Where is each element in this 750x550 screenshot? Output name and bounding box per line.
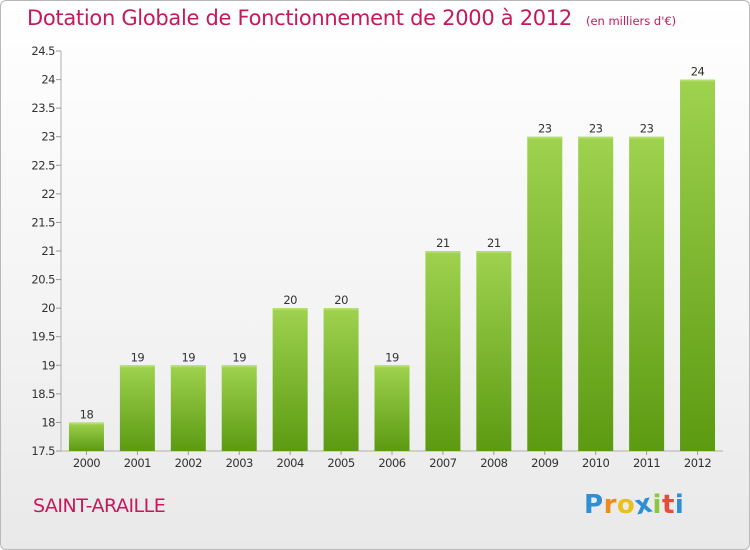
- x-tick-label: 2010: [582, 456, 609, 470]
- bar-top-edge: [680, 79, 716, 82]
- y-tick-label: 18: [41, 415, 55, 429]
- bar-top-edge: [629, 136, 665, 139]
- bar: [119, 365, 155, 451]
- y-tick-label: 18.5: [31, 387, 55, 401]
- bar: [68, 422, 104, 451]
- x-tick-label: 2005: [327, 456, 354, 470]
- bar: [272, 308, 308, 451]
- bar: [629, 136, 665, 451]
- bar-top-edge: [272, 308, 308, 311]
- logo-letter: o: [616, 490, 636, 520]
- x-tick-label: 2002: [175, 456, 202, 470]
- y-tick-label: 21.5: [31, 215, 55, 229]
- bar-top-edge: [119, 365, 155, 368]
- y-tick-label: 19.5: [31, 330, 55, 344]
- bar-top-edge: [374, 365, 410, 368]
- bar: [221, 365, 257, 451]
- x-tick-label: 2008: [480, 456, 507, 470]
- logo-letter: i: [652, 490, 662, 520]
- chart-axes: 17.5 18 18.5 19 19.5 20 20.5 21 21.5 22 22.5 23 23.5…: [31, 44, 723, 458]
- y-tick-label: 24.5: [31, 44, 55, 58]
- logo-letter: i: [674, 490, 685, 520]
- chart-unit-label: (en milliers d'€): [585, 14, 677, 28]
- bar-value-label: 23: [538, 122, 552, 136]
- bar-value-label: 21: [487, 236, 501, 250]
- x-tick-label: 2001: [124, 456, 151, 470]
- bar-value-label: 19: [385, 350, 399, 364]
- bar: [527, 136, 563, 451]
- x-tick-label: 2007: [429, 456, 456, 470]
- bar-value-label: 19: [232, 350, 246, 364]
- x-tick-label: 2006: [378, 456, 405, 470]
- y-tick-label: 23: [41, 130, 55, 144]
- x-tick-label: 2012: [684, 456, 711, 470]
- y-tick-label: 23.5: [31, 101, 55, 115]
- y-tick-label: 20: [41, 301, 55, 315]
- x-tick-label: 2003: [226, 456, 253, 470]
- y-tick-label: 17.5: [31, 444, 55, 458]
- bar: [170, 365, 206, 451]
- bar-value-label: 19: [181, 350, 195, 364]
- logo-letter: P: [584, 490, 604, 520]
- bar-top-edge: [578, 136, 614, 139]
- bar: [425, 251, 461, 451]
- chart-bars: [68, 79, 716, 452]
- bar-value-label: 20: [334, 293, 348, 307]
- bar-top-edge: [527, 136, 563, 139]
- bar: [578, 136, 614, 451]
- logo-letter: r: [603, 490, 617, 520]
- bar: [476, 251, 512, 451]
- x-tick-label: 2000: [73, 456, 100, 470]
- x-tick-label: 2004: [277, 456, 304, 470]
- y-tick-label: 24: [41, 73, 55, 87]
- chart-labels: 18 2000 19 2001 19 2002 19 2003 20 2004 20 2005 19 20…: [73, 65, 712, 470]
- proxiti-logo[interactable]: Proxiti: [584, 489, 685, 522]
- bar-value-label: 18: [80, 407, 94, 421]
- bar-top-edge: [68, 422, 104, 425]
- x-tick-label: 2009: [531, 456, 558, 470]
- x-tick-label: 2011: [633, 456, 660, 470]
- bar-top-edge: [425, 251, 461, 253]
- bar-value-label: 19: [131, 350, 145, 364]
- bar-top-edge: [170, 365, 206, 368]
- bar: [374, 365, 410, 451]
- chart-title-text: Dotation Globale de Fonctionnement de 20…: [27, 6, 572, 30]
- bar: [680, 79, 716, 452]
- bar-value-label: 24: [691, 65, 705, 79]
- bar-value-label: 20: [283, 293, 297, 307]
- bar-value-label: 21: [436, 236, 450, 250]
- y-tick-label: 21: [41, 244, 55, 258]
- bar-top-edge: [221, 365, 257, 368]
- bar-value-label: 23: [640, 122, 654, 136]
- bar-top-edge: [323, 308, 359, 311]
- commune-name: SAINT-ARAILLE: [33, 495, 166, 517]
- chart-title: Dotation Globale de Fonctionnement de 20…: [27, 6, 676, 30]
- bar-top-edge: [476, 251, 512, 253]
- y-tick-label: 20.5: [31, 273, 55, 287]
- logo-letter: t: [661, 490, 675, 520]
- bar: [323, 308, 359, 451]
- y-tick-label: 22.5: [31, 158, 55, 172]
- y-tick-label: 19: [41, 358, 55, 372]
- y-tick-label: 22: [41, 187, 55, 201]
- bar-value-label: 23: [589, 122, 603, 136]
